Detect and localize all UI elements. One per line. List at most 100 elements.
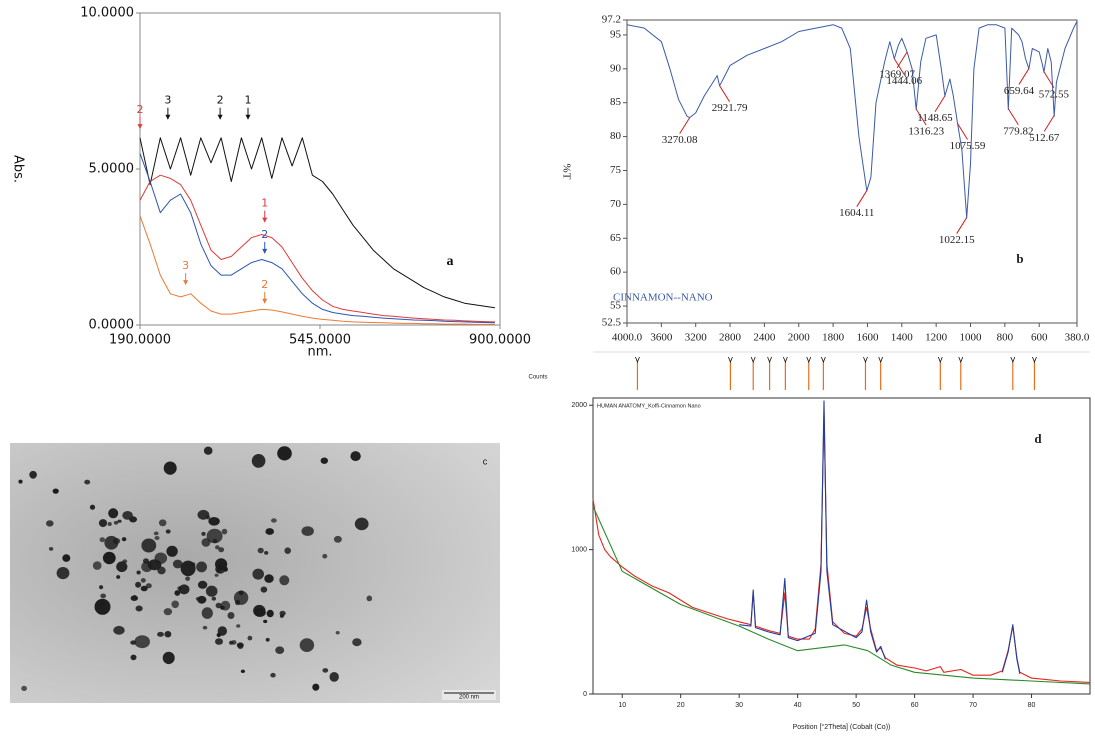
particle — [264, 551, 269, 555]
data-line — [592, 506, 1091, 685]
particle — [279, 614, 284, 618]
reference-peak-head — [1032, 356, 1037, 364]
particle — [254, 608, 266, 617]
particle — [171, 600, 179, 609]
peak-leader — [957, 123, 968, 140]
panel-label: a — [447, 254, 454, 269]
particle — [164, 631, 172, 638]
peak-label: 1148.65 — [917, 112, 953, 124]
particle — [132, 595, 137, 600]
peak-leader — [896, 51, 908, 69]
data-line — [626, 21, 1078, 219]
particle — [113, 520, 119, 525]
particle — [206, 528, 223, 544]
annotation-arrowhead — [262, 298, 268, 304]
particle — [277, 446, 292, 461]
y-tick-label: 0.0000 — [89, 318, 135, 333]
x-tick-label: 50 — [852, 702, 860, 709]
x-tick-label: 1400 — [891, 332, 914, 344]
particle — [220, 600, 231, 611]
particle — [99, 537, 106, 543]
reference-peak-head — [821, 356, 826, 364]
peak-leader — [856, 190, 868, 207]
peak-label: 1022.15 — [939, 234, 975, 246]
y-axis-label: %T — [560, 164, 572, 180]
y-tick-label: 55 — [610, 300, 622, 312]
particle — [92, 561, 102, 570]
y-tick-label: 95 — [610, 28, 622, 40]
y-tick-label: 52.5 — [602, 317, 622, 329]
panel-d: 0 1000 2000 10 20 30 40 50 60 70 80 Position [°2The… — [528, 351, 1091, 731]
particle — [94, 598, 111, 615]
particle — [252, 568, 264, 580]
annotation: 2 — [261, 228, 268, 241]
x-tick-label: 4000.0 — [612, 332, 643, 344]
reference-peak-head — [728, 356, 733, 364]
reference-peak-head — [863, 356, 868, 364]
particle — [263, 619, 268, 624]
reference-peak-head — [635, 356, 640, 364]
x-tick-label: 1200 — [925, 332, 948, 344]
x-tick-label: 60 — [911, 702, 919, 709]
annotation-arrowhead — [262, 248, 268, 254]
particle — [145, 583, 152, 589]
particle — [215, 602, 222, 609]
peak-leader — [956, 217, 968, 234]
particle — [130, 654, 137, 661]
x-tick-label: 30 — [735, 702, 743, 709]
data-line — [139, 215, 495, 325]
x-tick-label: 3200 — [685, 332, 708, 344]
particle — [98, 600, 106, 607]
data-line — [139, 137, 495, 309]
particle — [163, 608, 173, 616]
reference-peak-head — [937, 356, 943, 364]
particle — [163, 461, 177, 475]
particle — [217, 626, 227, 636]
annotation: 2 — [137, 103, 144, 116]
y-tick-label: 5.0000 — [89, 162, 135, 177]
particle — [221, 528, 228, 535]
peak-leader — [893, 58, 905, 75]
particle — [265, 637, 270, 642]
peak-label: 1075.59 — [950, 140, 986, 152]
particle — [121, 537, 127, 542]
particle — [18, 479, 23, 484]
particle — [141, 538, 157, 553]
particle — [266, 609, 274, 618]
particle — [265, 528, 275, 535]
particle — [98, 519, 108, 528]
annotation-arrowhead — [137, 124, 143, 130]
y-tick-label: 60 — [610, 266, 622, 278]
peak-leader — [915, 108, 927, 126]
particle — [333, 535, 342, 543]
particle — [215, 638, 223, 645]
y-tick-label: 65 — [610, 232, 622, 244]
y-tick-label: 97.2 — [602, 14, 621, 26]
particle — [229, 640, 234, 645]
particle — [52, 488, 59, 494]
particle — [116, 561, 128, 572]
particle — [108, 508, 119, 519]
x-tick-label: 10 — [618, 702, 626, 709]
panel-c: c 200 nm — [10, 443, 500, 703]
particle — [270, 672, 276, 678]
peak-leader — [1018, 68, 1030, 85]
particle — [56, 567, 70, 580]
particle — [46, 520, 54, 527]
particle — [251, 454, 266, 468]
peak-leader — [679, 117, 691, 134]
particle — [279, 575, 290, 586]
particle — [284, 547, 292, 554]
particle — [271, 518, 277, 523]
x-tick-label: 3600 — [650, 332, 673, 344]
particle — [197, 595, 207, 604]
x-tick-label: 2800 — [719, 332, 742, 344]
peak-label: 659.64 — [1004, 85, 1035, 97]
particle — [211, 596, 216, 601]
particle — [215, 564, 226, 574]
panel-label: d — [1034, 431, 1042, 446]
x-tick-label: 1600 — [856, 332, 879, 344]
particle — [320, 457, 328, 464]
peak-label: 1316.23 — [908, 126, 944, 138]
